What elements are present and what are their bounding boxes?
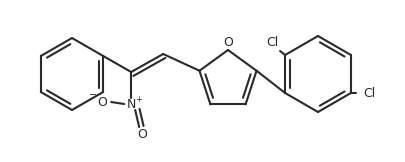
Text: N: N — [126, 98, 136, 110]
Text: O: O — [97, 96, 107, 109]
Text: O: O — [137, 128, 147, 141]
Text: Cl: Cl — [363, 87, 375, 99]
Text: +: + — [135, 94, 142, 104]
Text: O: O — [223, 35, 233, 48]
Text: Cl: Cl — [266, 36, 278, 50]
Text: −: − — [89, 90, 97, 100]
